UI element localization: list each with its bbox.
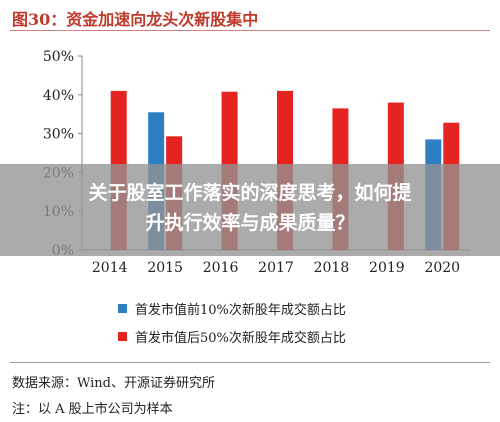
chart-title: 图30：资金加速向龙头次新股集中 [12, 10, 259, 29]
overlay-headline: 关于股室工作落实的深度思考，如何提 升执行效率与成果质量？ [0, 178, 500, 238]
x-tick-label: 2020 [424, 260, 460, 276]
x-tick-label: 2017 [258, 260, 294, 276]
overlay-line-1: 关于股室工作落实的深度思考，如何提 [88, 182, 412, 204]
x-tick-label: 2015 [147, 260, 183, 276]
x-tick-label: 2019 [369, 260, 405, 276]
x-tick-label: 2018 [314, 260, 350, 276]
y-tick-label: 40% [43, 88, 74, 104]
legend-label-series-1: 首发市值前10%次新股年成交额占比 [135, 302, 346, 318]
legend-swatch-series-2 [118, 331, 127, 341]
title-divider [10, 30, 490, 31]
legend-label-series-2: 首发市值后50%次新股年成交额占比 [135, 330, 346, 346]
footer-divider [10, 362, 490, 363]
overlay-line-2: 升执行效率与成果质量？ [145, 212, 355, 234]
legend-item-series-1: 首发市值前10%次新股年成交额占比 [118, 298, 346, 318]
x-tick-label: 2014 [92, 260, 128, 276]
chart-note: 注：以 A 股上市公司为样本 [12, 402, 173, 417]
y-tick-label: 30% [43, 127, 74, 143]
watermark-overlay-band [0, 164, 500, 256]
legend-swatch-series-1 [118, 303, 127, 313]
x-tick-label: 2016 [203, 260, 239, 276]
y-tick-label: 50% [43, 49, 74, 65]
chart-legend: 首发市值前10%次新股年成交额占比 首发市值后50%次新股年成交额占比 [118, 298, 346, 354]
data-source: 数据来源：Wind、开源证券研究所 [12, 376, 215, 391]
legend-item-series-2: 首发市值后50%次新股年成交额占比 [118, 326, 346, 346]
